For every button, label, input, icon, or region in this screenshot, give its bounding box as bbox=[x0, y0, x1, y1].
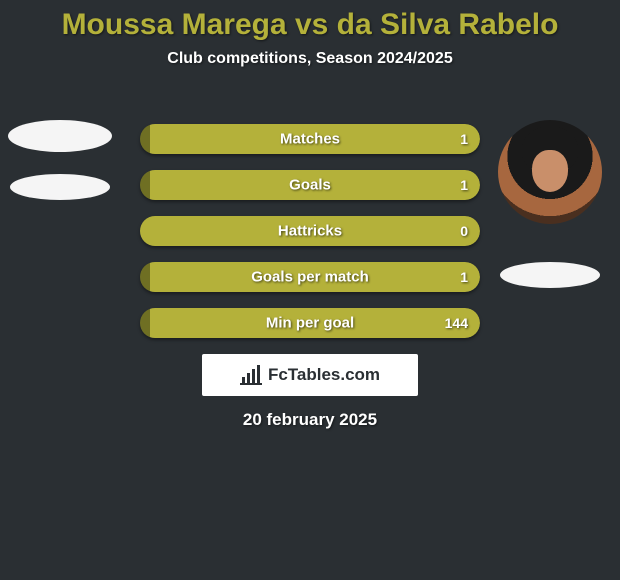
bar-left-seg bbox=[140, 124, 150, 154]
bar-label: Matches bbox=[280, 131, 340, 148]
bar-left-seg bbox=[140, 262, 150, 292]
bar-goals-per-match: Goals per match 1 bbox=[140, 262, 480, 292]
page-title: Moussa Marega vs da Silva Rabelo bbox=[0, 0, 620, 42]
logo-box: FcTables.com bbox=[202, 354, 418, 396]
bar-hattricks: Hattricks 0 bbox=[140, 216, 480, 246]
bar-label: Goals per match bbox=[251, 269, 369, 286]
bar-label: Goals bbox=[289, 177, 331, 194]
player-left-team-placeholder bbox=[10, 174, 110, 200]
bar-value-right: 1 bbox=[460, 269, 468, 285]
player-left bbox=[0, 120, 120, 200]
bar-value-right: 1 bbox=[460, 131, 468, 147]
bar-left-seg bbox=[140, 308, 150, 338]
bar-label: Min per goal bbox=[266, 315, 354, 332]
player-right-avatar bbox=[498, 120, 602, 224]
player-right-team-placeholder bbox=[500, 262, 600, 288]
bar-left-seg bbox=[140, 216, 150, 246]
date-text: 20 february 2025 bbox=[0, 410, 620, 430]
bar-min-per-goal: Min per goal 144 bbox=[140, 308, 480, 338]
bar-left-seg bbox=[140, 170, 150, 200]
player-left-avatar-placeholder bbox=[8, 120, 112, 152]
logo-chart-icon bbox=[240, 365, 262, 385]
logo-text: FcTables.com bbox=[268, 365, 380, 385]
bar-value-right: 144 bbox=[445, 315, 468, 331]
comparison-bars: Matches 1 Goals 1 Hattricks 0 Goals per … bbox=[140, 124, 480, 354]
player-right bbox=[490, 120, 610, 288]
subtitle: Club competitions, Season 2024/2025 bbox=[0, 50, 620, 68]
bar-value-right: 0 bbox=[460, 223, 468, 239]
bar-goals: Goals 1 bbox=[140, 170, 480, 200]
bar-matches: Matches 1 bbox=[140, 124, 480, 154]
bar-label: Hattricks bbox=[278, 223, 342, 240]
bar-value-right: 1 bbox=[460, 177, 468, 193]
